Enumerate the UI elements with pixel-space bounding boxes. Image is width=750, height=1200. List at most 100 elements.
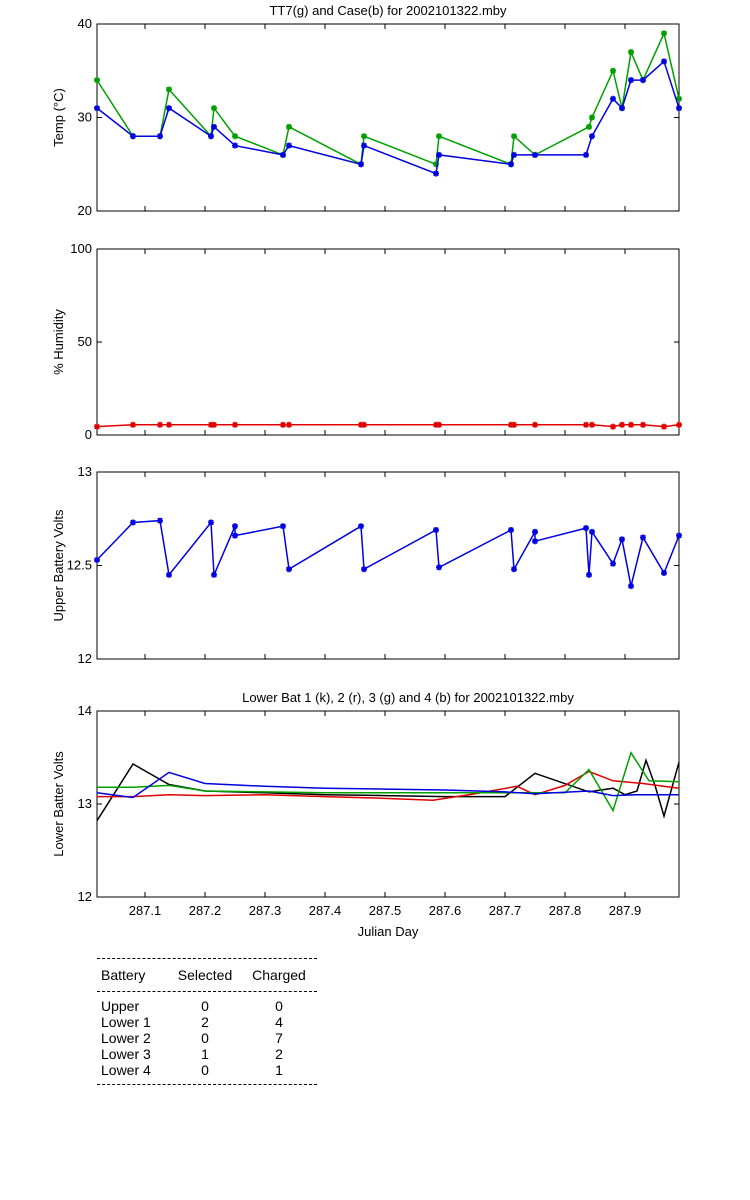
table-row: Lower 1 2 4 [97, 1014, 319, 1030]
data-point [508, 161, 514, 168]
x-tick-label: 287.5 [369, 903, 402, 918]
data-point [232, 523, 238, 530]
plot-frame [96, 710, 680, 898]
data-point [676, 532, 682, 539]
data-point [610, 560, 616, 567]
data-point [619, 105, 625, 112]
panel-4: 12 13 14 287.1 287.2 287.3 287.4 287.5 287.6 287.… [51, 690, 680, 939]
data-point [676, 421, 682, 428]
data-point [676, 95, 682, 102]
header-battery: Battery [101, 967, 146, 983]
x-axis-label: Julian Day [358, 924, 419, 939]
data-point [280, 421, 286, 428]
data-point [508, 526, 514, 533]
data-point [433, 161, 439, 168]
data-point [586, 571, 592, 578]
x-tick-label: 287.3 [249, 903, 282, 918]
chart-title: Lower Bat 1 (k), 2 (r), 3 (g) and 4 (b) … [242, 690, 574, 705]
table-top-divider [97, 958, 317, 959]
selected-count: 1 [201, 1046, 209, 1062]
x-tick-label: 287.2 [189, 903, 222, 918]
battery-name: Upper [101, 998, 140, 1014]
data-point [232, 142, 238, 149]
data-point [166, 571, 172, 578]
data-point [511, 566, 517, 573]
x-tick-label: 287.1 [129, 903, 162, 918]
selected-count: 0 [201, 1030, 209, 1046]
data-point [532, 538, 538, 545]
data-point [532, 151, 538, 158]
data-point [280, 151, 286, 158]
series-line-lower-4-b- [96, 771, 679, 799]
chart-title: TT7(g) and Case(b) for 2002101322.mby [269, 3, 507, 18]
data-point [211, 421, 217, 428]
table-header-row: Battery Selected Charged [97, 959, 319, 991]
data-point [166, 421, 172, 428]
y-tick-label: 30 [78, 110, 92, 125]
data-point [358, 523, 364, 530]
data-point [628, 583, 634, 590]
y-tick-label: 100 [70, 241, 92, 256]
data-point [661, 58, 667, 65]
data-point [232, 133, 238, 140]
data-point [661, 569, 667, 576]
table-row: Upper 0 0 [97, 998, 319, 1014]
table-row: Lower 4 0 1 [97, 1062, 319, 1078]
y-tick-label: 13 [78, 796, 92, 811]
data-point [358, 161, 364, 168]
selected-count: 2 [201, 1014, 209, 1030]
data-point [610, 67, 616, 74]
series-line-lower-2-r- [97, 770, 680, 802]
series-line-lower-3-g- [97, 751, 680, 813]
data-point [286, 142, 292, 149]
data-point [157, 421, 163, 428]
selected-count: 0 [201, 1062, 209, 1078]
data-point [361, 421, 367, 428]
data-point [628, 49, 634, 56]
y-tick-label: 40 [78, 16, 92, 31]
selected-count: 0 [201, 998, 209, 1014]
y-tick-label: 12 [78, 651, 92, 666]
panel-3: 12 12.5 13 Upper Battery Volts [51, 464, 682, 666]
data-point [583, 421, 589, 428]
data-point [619, 536, 625, 543]
battery-name: Lower 3 [101, 1046, 151, 1062]
y-tick-label: 12 [78, 889, 92, 904]
data-point [232, 421, 238, 428]
y-axis-label: Lower Batter Volts [51, 751, 66, 857]
data-point [157, 133, 163, 140]
data-point [589, 114, 595, 121]
y-tick-label: 13 [78, 464, 92, 479]
x-tick-label: 287.7 [489, 903, 522, 918]
battery-name: Lower 4 [101, 1062, 151, 1078]
data-point [94, 77, 100, 84]
y-tick-label: 20 [78, 203, 92, 218]
data-point [661, 30, 667, 37]
data-point [361, 142, 367, 149]
data-point [286, 421, 292, 428]
charged-count: 7 [275, 1030, 283, 1046]
data-point [166, 105, 172, 112]
data-point [436, 151, 442, 158]
battery-summary-table: Battery Selected Charged Upper 0 0 Lower… [97, 958, 319, 1085]
data-point [157, 517, 163, 524]
data-point [589, 528, 595, 535]
data-point [640, 534, 646, 541]
charged-count: 2 [275, 1046, 283, 1062]
battery-name: Lower 1 [101, 1014, 151, 1030]
data-point [628, 77, 634, 84]
data-point [589, 133, 595, 140]
x-tick-label: 287.6 [429, 903, 462, 918]
panel-2: 0 50 100 % Humidity [51, 241, 682, 442]
y-axis-label: % Humidity [51, 309, 66, 375]
charged-count: 1 [275, 1062, 283, 1078]
data-point [583, 525, 589, 532]
battery-name: Lower 2 [101, 1030, 151, 1046]
data-point [94, 423, 100, 430]
table-header-divider [97, 991, 317, 992]
data-point [619, 421, 625, 428]
data-point [433, 526, 439, 533]
table-bottom-divider [97, 1084, 317, 1085]
charged-count: 4 [275, 1014, 283, 1030]
